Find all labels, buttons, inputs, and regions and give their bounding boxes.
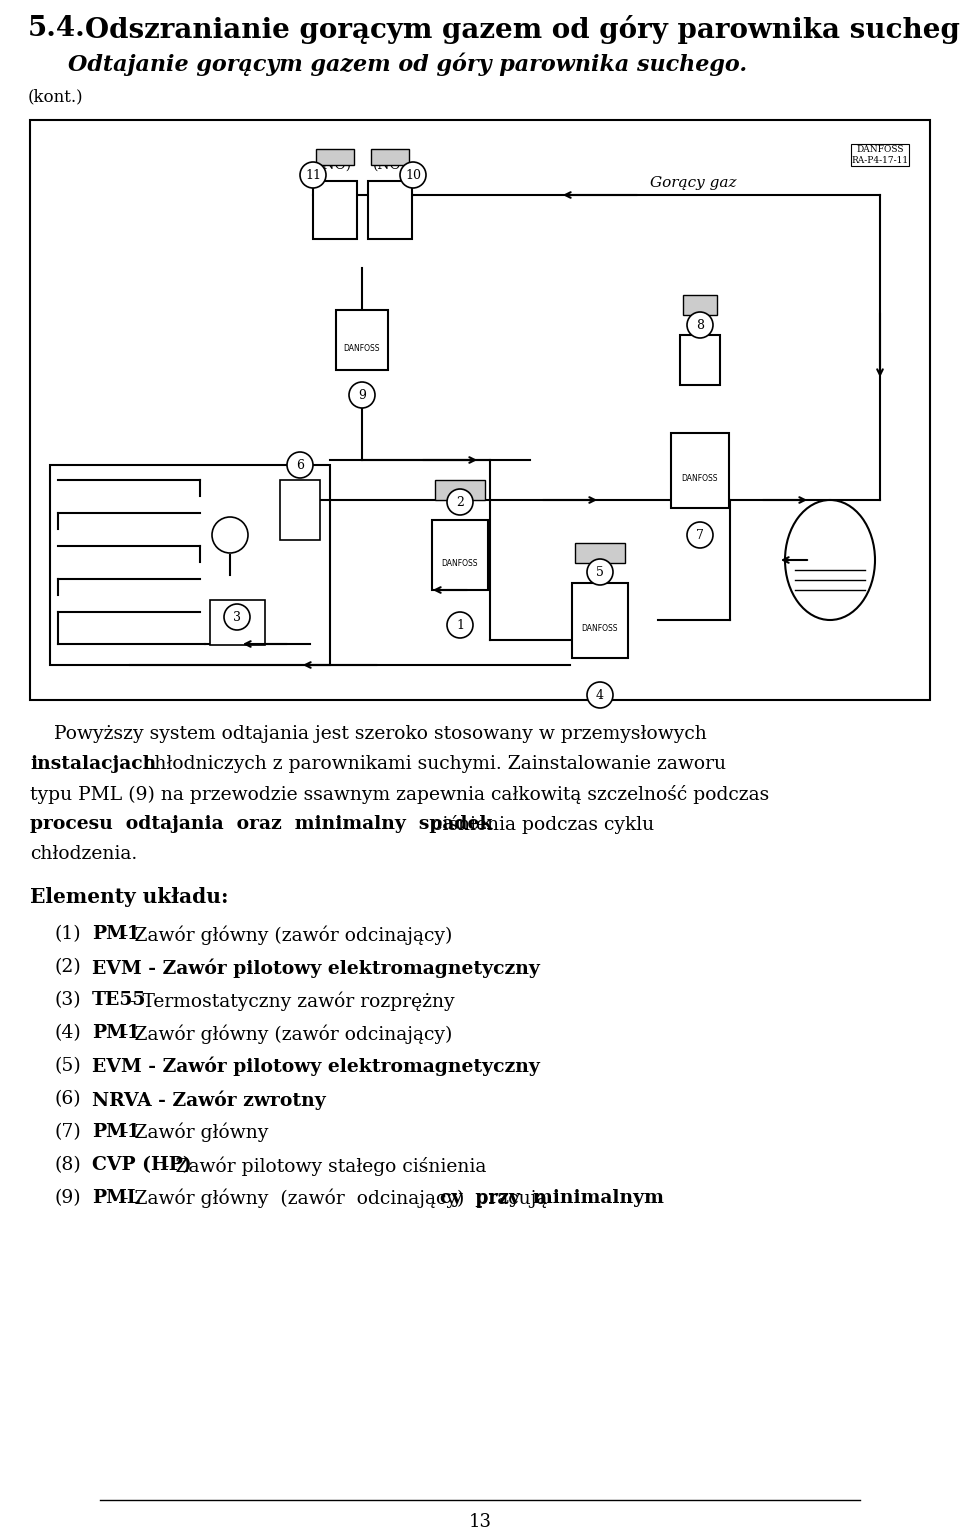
Text: (3): (3) — [55, 991, 82, 1008]
Circle shape — [447, 612, 473, 638]
Text: (8): (8) — [55, 1157, 82, 1174]
Text: (6): (6) — [55, 1089, 82, 1108]
Circle shape — [447, 490, 473, 516]
Text: 4: 4 — [596, 688, 604, 701]
Text: 5: 5 — [596, 566, 604, 578]
Circle shape — [349, 382, 375, 409]
Text: typu PML (9) na przewodzie ssawnym zapewnia całkowitą szczelność podczas: typu PML (9) na przewodzie ssawnym zapew… — [30, 785, 769, 803]
Bar — [683, 295, 717, 315]
Text: - Zawór główny  (zawór  odcinający)  pracują: - Zawór główny (zawór odcinający) pracuj… — [116, 1189, 547, 1209]
Bar — [210, 600, 265, 646]
Bar — [371, 148, 409, 165]
Circle shape — [687, 312, 713, 338]
Text: (5): (5) — [55, 1057, 82, 1076]
Text: (9): (9) — [55, 1189, 82, 1207]
Text: procesu  odtajania  oraz  minimalny  spadek: procesu odtajania oraz minimalny spadek — [30, 815, 492, 832]
Bar — [30, 119, 930, 701]
Text: (2): (2) — [55, 958, 82, 976]
Text: 10: 10 — [405, 168, 421, 182]
Text: CVP (HP): CVP (HP) — [92, 1157, 192, 1174]
Circle shape — [587, 558, 613, 584]
Text: NRVA - Zawór zwrotny: NRVA - Zawór zwrotny — [92, 1089, 325, 1109]
Text: 9: 9 — [358, 389, 366, 401]
Bar — [572, 583, 628, 658]
Text: instalacjach: instalacjach — [30, 754, 156, 773]
Bar — [432, 520, 488, 591]
Text: 13: 13 — [468, 1513, 492, 1530]
Text: Gorący gaz: Gorący gaz — [650, 176, 736, 190]
Text: 6: 6 — [296, 459, 304, 471]
Bar — [280, 480, 320, 540]
Bar — [671, 433, 729, 508]
Text: - Zawór główny (zawór odcinający): - Zawór główny (zawór odcinający) — [116, 1024, 453, 1043]
Text: Powyższy system odtajania jest szeroko stosowany w przemysłowych: Powyższy system odtajania jest szeroko s… — [30, 725, 707, 744]
Text: DANFOSS: DANFOSS — [442, 558, 478, 568]
Bar — [575, 543, 625, 563]
Text: 2: 2 — [456, 496, 464, 508]
Text: - Zawór główny (zawór odcinający): - Zawór główny (zawór odcinający) — [116, 926, 453, 944]
Text: - Termostatyczny zawór rozprężny: - Termostatyczny zawór rozprężny — [125, 991, 455, 1010]
Text: (4): (4) — [55, 1024, 82, 1042]
Text: Elementy układu:: Elementy układu: — [30, 887, 228, 907]
Text: PM1: PM1 — [92, 1024, 140, 1042]
Text: 8: 8 — [696, 318, 704, 332]
Text: 3: 3 — [233, 610, 241, 624]
Text: chłodniczych z parownikami suchymi. Zainstalowanie zaworu: chłodniczych z parownikami suchymi. Zain… — [138, 754, 726, 773]
Text: EVM - Zawór pilotowy elektromagnetyczny: EVM - Zawór pilotowy elektromagnetyczny — [92, 1057, 540, 1077]
Text: - Zawór główny: - Zawór główny — [116, 1123, 269, 1143]
Text: PM1: PM1 — [92, 926, 140, 942]
Text: ciśnienia podczas cyklu: ciśnienia podczas cyklu — [426, 815, 654, 834]
Text: PML: PML — [92, 1189, 140, 1207]
Bar — [368, 181, 412, 239]
Circle shape — [224, 604, 250, 630]
Bar — [336, 311, 388, 370]
Text: DANFOSS: DANFOSS — [344, 344, 380, 352]
Text: Odszranianie gorącym gazem od góry parownika suchego: Odszranianie gorącym gazem od góry parow… — [85, 15, 960, 44]
Text: - Zawór pilotowy stałego ciśnienia: - Zawór pilotowy stałego ciśnienia — [156, 1157, 486, 1175]
Text: cy  przy  minimalnym: cy przy minimalnym — [441, 1189, 664, 1207]
Circle shape — [587, 682, 613, 708]
Bar — [680, 335, 720, 386]
Bar — [50, 465, 330, 666]
Text: DANFOSS: DANFOSS — [582, 624, 618, 632]
Bar — [313, 181, 357, 239]
Ellipse shape — [785, 500, 875, 620]
Text: (1): (1) — [55, 926, 82, 942]
Text: chłodzenia.: chłodzenia. — [30, 845, 137, 863]
Text: Odtajanie gorącym gazem od góry parownika suchego.: Odtajanie gorącym gazem od góry parownik… — [68, 52, 747, 75]
Text: DANFOSS: DANFOSS — [682, 473, 718, 482]
Text: 11: 11 — [305, 168, 321, 182]
Text: TE55: TE55 — [92, 991, 146, 1008]
Circle shape — [687, 522, 713, 548]
Text: EVM - Zawór pilotowy elektromagnetyczny: EVM - Zawór pilotowy elektromagnetyczny — [92, 958, 540, 978]
Text: 5.4.: 5.4. — [28, 15, 85, 41]
Text: (7): (7) — [55, 1123, 82, 1141]
Text: (NO): (NO) — [318, 158, 352, 171]
Text: (kont.): (kont.) — [28, 89, 84, 106]
Circle shape — [300, 162, 326, 188]
Circle shape — [287, 451, 313, 477]
Bar — [316, 148, 354, 165]
Text: (NC): (NC) — [373, 158, 407, 171]
Circle shape — [212, 517, 248, 552]
Bar — [435, 480, 485, 500]
Text: 1: 1 — [456, 618, 464, 632]
Circle shape — [400, 162, 426, 188]
Text: PM1: PM1 — [92, 1123, 140, 1141]
Text: DANFOSS
RA-P4-17-11: DANFOSS RA-P4-17-11 — [852, 145, 908, 165]
Text: 7: 7 — [696, 528, 704, 542]
